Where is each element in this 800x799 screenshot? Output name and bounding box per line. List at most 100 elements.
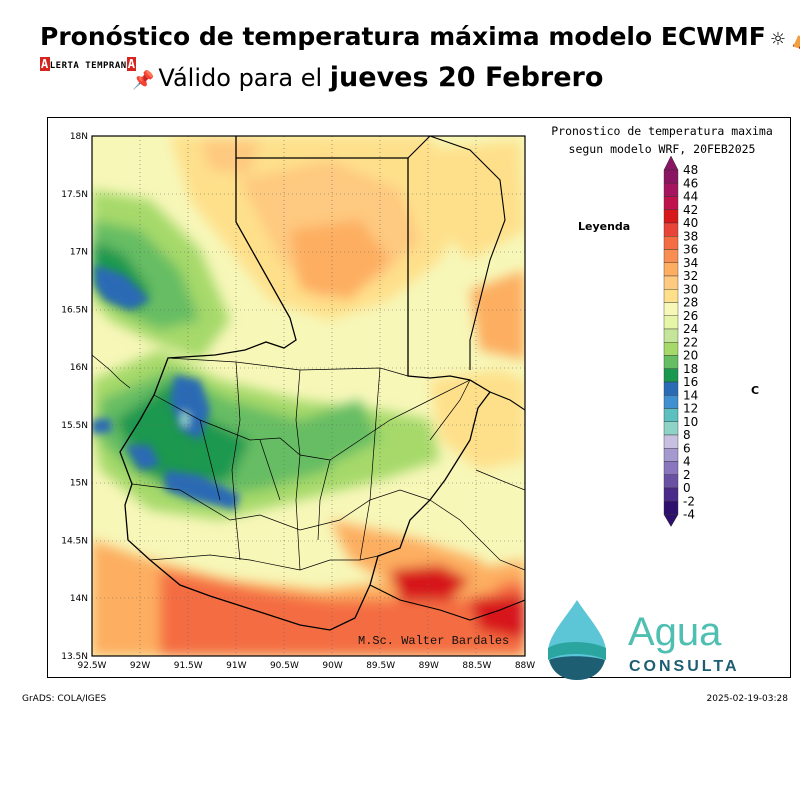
colorbar-label: 10 [683, 415, 698, 429]
temperature-field: M.Sc. Walter Bardales [92, 136, 525, 656]
agua-consulta-logo: Agua CONSULTA [548, 600, 740, 680]
colorbar-label: 44 [683, 190, 698, 204]
lon-label: 88W [515, 661, 535, 671]
colorbar-swatch [663, 448, 679, 462]
lon-label: 92.5W [78, 661, 107, 671]
latitude-labels: 18N 17.5N 17N 16.5N 16N 15.5N 15N 14.5N 14N 13.5N [61, 132, 88, 662]
alerta-temprana-logo: ALERTA TEMPRANA [40, 57, 137, 71]
lon-label: 90W [322, 661, 342, 671]
colorbar-label: -2 [683, 494, 695, 508]
colorbar-swatch [663, 275, 679, 290]
colorbar-swatch [663, 302, 679, 316]
longitude-labels: 92.5W 92W 91.5W 91W 90.5W 90W 89.5W 89W 88.5W 88W [78, 661, 536, 671]
colorbar-label: 4 [683, 455, 691, 469]
colorbar-label: 34 [683, 256, 698, 270]
colorbar-label: 36 [683, 243, 698, 257]
colorbar-swatch [663, 501, 679, 515]
colorbar-swatch [663, 262, 679, 277]
colorbar-label: 12 [683, 402, 698, 416]
lat-label: 15.5N [61, 421, 88, 431]
colorbar-bottom-arrow [663, 514, 679, 527]
map-inner-title-2: segun modelo WRF, 20FEB2025 [569, 142, 756, 156]
lat-label: 15N [70, 479, 88, 489]
lat-label: 14N [70, 594, 88, 604]
colorbar [663, 155, 679, 527]
colorbar-labels: 4846444240383634323028262422201816141210… [683, 163, 698, 522]
colorbar-swatch [663, 342, 679, 356]
plot-border [91, 135, 526, 657]
colorbar-label: 48 [683, 163, 698, 177]
colorbar-swatch [663, 355, 679, 369]
colorbar-label: 30 [683, 282, 698, 296]
colorbar-label: 28 [683, 296, 698, 310]
valid-day: jueves 20 Febrero [329, 62, 604, 93]
lat-label: 17.5N [61, 190, 88, 200]
lat-label: 16.5N [61, 305, 88, 315]
colorbar-swatch [663, 474, 679, 489]
grid-lines [92, 136, 525, 656]
colorbar-swatch [663, 209, 679, 224]
colorbar-swatch [663, 421, 679, 436]
page-title: Pronóstico de temperatura máxima modelo … [40, 22, 800, 51]
colorbar-label: 14 [683, 388, 698, 402]
lat-label: 14.5N [61, 536, 88, 546]
colorbar-swatch [663, 487, 679, 502]
map-frame [47, 117, 791, 678]
map-inner-title-1: Pronostico de temperatura maxima [551, 124, 773, 138]
lon-label: 91W [226, 661, 246, 671]
lat-label: 16N [70, 363, 88, 373]
colorbar-label: 42 [683, 203, 698, 217]
colorbar-swatch [663, 381, 679, 396]
colorbar-label: 20 [683, 349, 698, 363]
lat-label: 13.5N [61, 652, 88, 662]
colorbar-swatch [663, 315, 679, 330]
colorbar-swatch [663, 434, 679, 449]
colorbar-label: 26 [683, 309, 698, 323]
colorbar-swatch [663, 461, 679, 475]
colorbar-swatch [663, 222, 679, 237]
colorbar-swatch [663, 169, 679, 184]
valid-prefix: Válido para el [158, 64, 323, 92]
colorbar-label: 16 [683, 375, 698, 389]
colorbar-label: 8 [683, 428, 691, 442]
title-text: Pronóstico de temperatura máxima modelo … [40, 22, 766, 51]
colorbar-swatch [663, 368, 679, 383]
colorbar-swatch [663, 328, 679, 343]
colorbar-label: 18 [683, 362, 698, 376]
lon-label: 92W [130, 661, 150, 671]
water-drop-icon [548, 600, 606, 680]
colorbar-swatch [663, 183, 679, 197]
lon-label: 89W [419, 661, 439, 671]
timestamp: 2025-02-19-03:28 [706, 694, 789, 704]
colorbar-label: -4 [683, 508, 695, 522]
lon-label: 91.5W [174, 661, 203, 671]
colorbar-label: 40 [683, 216, 698, 230]
colorbar-label: 22 [683, 335, 698, 349]
credit-text: M.Sc. Walter Bardales [358, 634, 509, 648]
unit-label: C [751, 384, 759, 397]
colorbar-label: 32 [683, 269, 698, 283]
colorbar-label: 38 [683, 229, 698, 243]
logo-name-top: Agua [628, 610, 722, 654]
colorbar-swatch [663, 236, 679, 250]
weather-icons: ☼ ⛺🐪 [769, 29, 800, 50]
colorbar-label: 2 [683, 468, 691, 482]
colorbar-label: 24 [683, 322, 698, 336]
grads-credit: GrADS: COLA/IGES [22, 694, 107, 704]
logo-name-bottom: CONSULTA [629, 658, 740, 675]
valid-date: 📌 Válido para el jueves 20 Febrero [132, 62, 603, 93]
colorbar-swatch [663, 249, 679, 263]
colorbar-top-arrow [663, 155, 679, 171]
lat-label: 17N [70, 248, 88, 258]
lon-label: 89.5W [366, 661, 395, 671]
colorbar-swatch [663, 196, 679, 210]
colorbar-swatch [663, 289, 679, 303]
lon-label: 88.5W [462, 661, 491, 671]
country-borders [92, 136, 525, 631]
lat-label: 18N [70, 132, 88, 142]
pin-icon: 📌 [132, 70, 155, 91]
lon-label: 90.5W [270, 661, 299, 671]
colorbar-swatch [663, 408, 679, 422]
colorbar-label: 46 [683, 176, 698, 190]
